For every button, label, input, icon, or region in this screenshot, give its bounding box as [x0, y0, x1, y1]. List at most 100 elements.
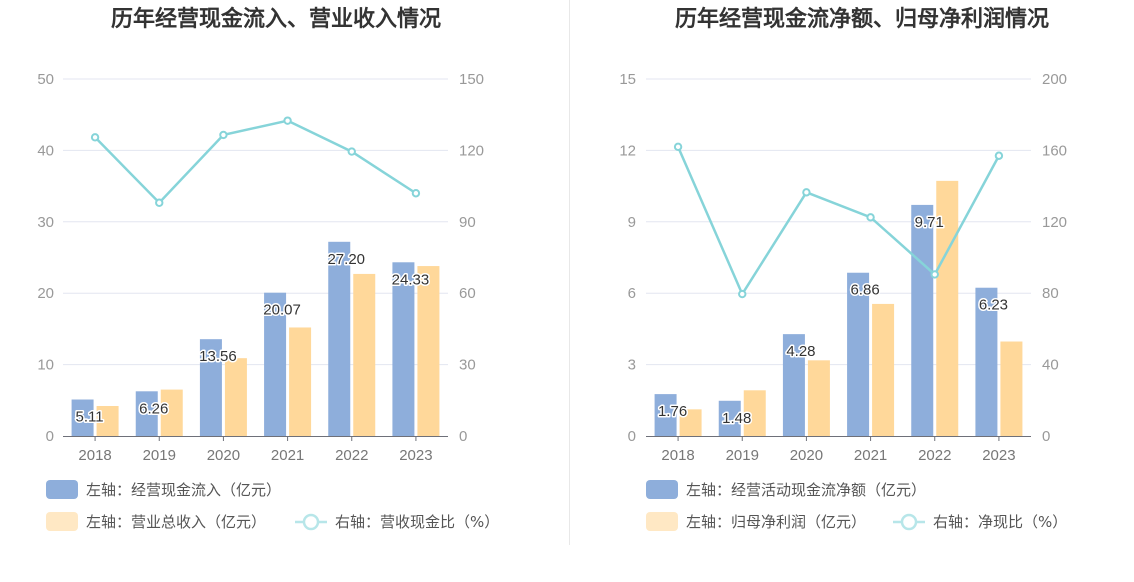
legend-swatch-bar	[646, 512, 678, 531]
legend-swatch-bar	[46, 480, 78, 499]
bar-secondary	[160, 389, 183, 436]
x-axis-tick-label: 2018	[78, 447, 111, 464]
left-axis-tick-label: 6	[628, 285, 636, 302]
bar-secondary	[96, 406, 119, 436]
bar-primary	[264, 292, 287, 436]
right-axis-tick-label: 120	[1042, 214, 1067, 231]
legend-swatch-marker	[302, 513, 320, 531]
ratio-point	[673, 142, 683, 152]
ratio-point	[738, 289, 747, 299]
bar-secondary	[743, 390, 766, 436]
bar-data-label: 6.86	[850, 282, 879, 299]
ratio-point	[155, 198, 164, 207]
bar-data-label: 9.71	[915, 214, 944, 231]
right-axis-tick-label: 80	[1042, 285, 1059, 302]
ratio-point	[866, 213, 875, 222]
left-axis-tick-label: 0	[628, 428, 636, 445]
legend-label: 左轴：归母净利润（亿元）	[686, 513, 866, 531]
bar-data-label: 5.11	[76, 409, 104, 426]
right-axis-tick-label: 120	[459, 142, 484, 159]
left-axis-tick-label: 10	[37, 357, 54, 374]
left-axis-tick-label: 40	[37, 142, 54, 159]
legend-label: 右轴：营收现金比（%）	[335, 513, 499, 531]
bar-data-label: 20.07	[263, 302, 301, 319]
chart-title: 历年经营现金流净额、归母净利润情况	[675, 6, 1049, 32]
bar-primary	[847, 272, 870, 436]
x-axis-tick-label: 2021	[854, 447, 887, 464]
x-axis-tick-label: 2020	[790, 447, 823, 464]
x-axis-tick-label: 2023	[399, 447, 432, 464]
right-axis-tick-label: 60	[459, 285, 476, 302]
bar-primary	[718, 400, 741, 436]
ratio-point	[994, 151, 1004, 160]
bar-primary	[135, 391, 158, 436]
x-axis-tick-label: 2023	[982, 447, 1015, 464]
right-axis-tick-label: 160	[1042, 142, 1067, 159]
ratio-line	[94, 119, 417, 205]
bar-primary	[199, 339, 222, 436]
legend-label: 右轴：净现比（%）	[933, 513, 1067, 531]
bar-data-label: 6.23	[979, 297, 1008, 314]
right-axis-tick-label: 200	[1042, 71, 1067, 88]
cash-inflow-revenue-chart: 历年经营现金流入、营业收入情况 0 10 20 30 40 50 0 30 60 90 120 150 2…	[37, 6, 499, 531]
net-cashflow-profit-chart: 历年经营现金流净额、归母净利润情况 0 3 6 9 12 15 0 40 80 120 160 200 2…	[619, 6, 1067, 531]
legend-swatch-bar	[646, 480, 678, 499]
right-axis-tick-label: 150	[459, 71, 484, 88]
ratio-point	[219, 130, 228, 140]
right-axis-tick-label: 90	[459, 214, 476, 231]
ratio-point	[411, 189, 421, 198]
x-axis-tick-label: 2019	[726, 447, 759, 464]
x-axis-tick-label: 2022	[335, 447, 368, 464]
bar-secondary	[807, 360, 830, 436]
panel-divider	[569, 0, 570, 545]
left-axis-tick-label: 20	[37, 285, 54, 302]
bar-data-label: 27.20	[327, 251, 365, 268]
bar-primary	[392, 262, 415, 436]
bar-data-label: 13.56	[199, 348, 237, 365]
legend-label: 左轴：经营现金流入（亿元）	[86, 481, 281, 499]
right-axis-tick-label: 0	[1042, 428, 1050, 445]
bar-data-label: 4.28	[786, 343, 815, 360]
chart-title: 历年经营现金流入、营业收入情况	[111, 6, 441, 32]
left-axis-tick-label: 50	[37, 71, 54, 88]
bar-primary	[71, 399, 94, 436]
left-axis-tick-label: 12	[619, 142, 636, 159]
bar-secondary	[289, 327, 312, 436]
bar-secondary	[679, 409, 702, 436]
ratio-point	[90, 133, 100, 142]
x-axis-tick-label: 2018	[661, 447, 694, 464]
right-axis-tick-label: 40	[1042, 357, 1059, 374]
legend-swatch-marker	[900, 513, 918, 531]
bar-data-label: 24.33	[392, 271, 430, 288]
bar-primary	[782, 334, 805, 436]
bar-secondary	[224, 358, 247, 436]
left-axis-tick-label: 9	[628, 214, 636, 231]
ratio-point	[347, 147, 356, 156]
bar-secondary	[872, 303, 895, 436]
bar-data-label: 6.26	[139, 400, 168, 417]
bar-primary	[328, 241, 351, 436]
bar-primary	[654, 394, 677, 436]
ratio-point	[930, 270, 939, 279]
x-axis-tick-label: 2021	[271, 447, 304, 464]
chart-panel-right: 历年经营现金流净额、归母净利润情况 0 3 6 9 12 15 0 40 80 120 160 200 2…	[567, 0, 1134, 582]
bar-primary	[911, 204, 934, 436]
bar-primary	[975, 287, 998, 436]
left-axis-tick-label: 15	[619, 71, 636, 88]
x-axis-tick-label: 2019	[143, 447, 176, 464]
left-axis-tick-label: 0	[46, 428, 54, 445]
ratio-line	[676, 146, 1001, 297]
right-axis-tick-label: 30	[459, 357, 476, 374]
left-axis-tick-label: 3	[628, 357, 636, 374]
right-axis-tick-label: 0	[459, 428, 467, 445]
bar-secondary	[353, 273, 376, 436]
ratio-point	[283, 116, 292, 125]
ratio-point	[802, 188, 811, 197]
legend-swatch-bar	[46, 512, 78, 531]
bar-secondary	[417, 266, 440, 436]
legend-label: 左轴：经营活动现金流净额（亿元）	[686, 481, 926, 499]
bar-data-label: 1.48	[722, 410, 751, 427]
legend-label: 左轴：营业总收入（亿元）	[86, 513, 266, 531]
bar-secondary	[1000, 341, 1023, 436]
bar-data-label: 1.76	[658, 403, 687, 420]
